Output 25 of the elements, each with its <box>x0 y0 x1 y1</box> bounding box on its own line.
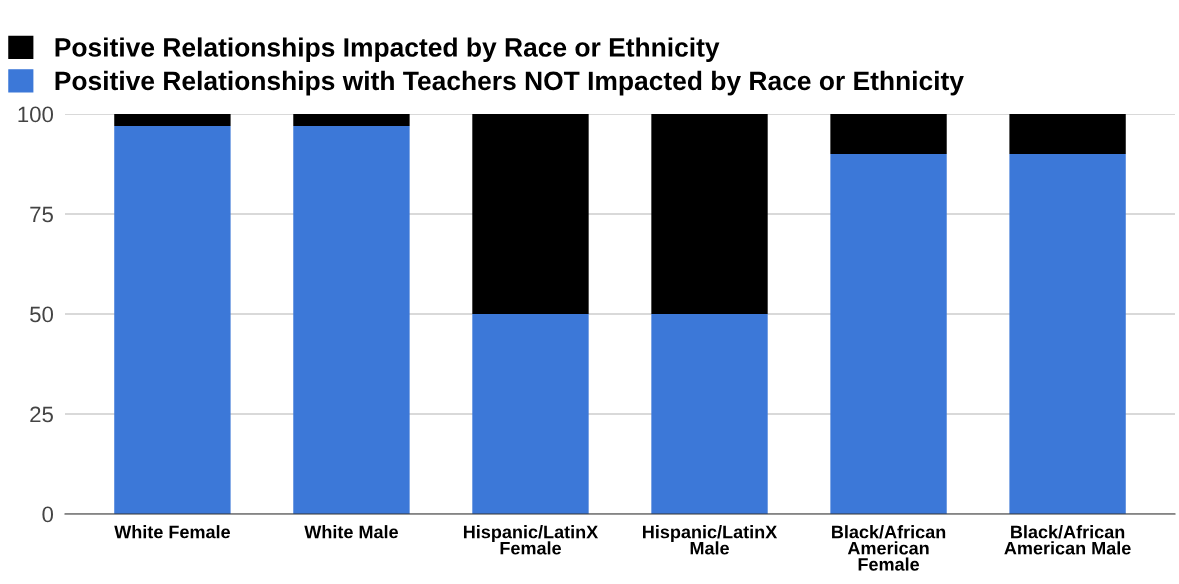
bar <box>293 114 410 126</box>
bar <box>651 314 768 514</box>
x-tick-label: Hispanic/LatinX Male <box>643 525 778 555</box>
x-tick-label: Black/African American Male <box>1004 525 1131 555</box>
x-tick-label: Hispanic/LatinX Female <box>463 525 599 555</box>
x-tick-label: White Female <box>114 525 230 539</box>
bar <box>1009 114 1126 154</box>
bar <box>651 114 768 314</box>
bar <box>114 126 231 514</box>
y-tick-label: 50 <box>30 306 54 323</box>
bar <box>830 154 947 514</box>
bar <box>472 114 589 314</box>
x-tick-label: Black/African American Female <box>832 525 946 571</box>
y-tick-label: 0 <box>42 506 54 523</box>
y-tick-label: 25 <box>30 406 53 423</box>
y-tick-label: 100 <box>18 106 54 123</box>
legend-label: Positive Relationships with Teachers NOT Impacted by Race or Ethnicity <box>55 70 964 96</box>
bar <box>293 126 410 514</box>
legend-label: Positive Relationships Impacted by Race or Ethnicity <box>55 37 720 62</box>
x-tick-label: White Male <box>304 525 398 539</box>
bar <box>830 114 947 154</box>
bar <box>1009 154 1126 514</box>
bar <box>472 314 589 514</box>
bar <box>114 114 231 126</box>
y-tick-label: 75 <box>30 206 53 223</box>
